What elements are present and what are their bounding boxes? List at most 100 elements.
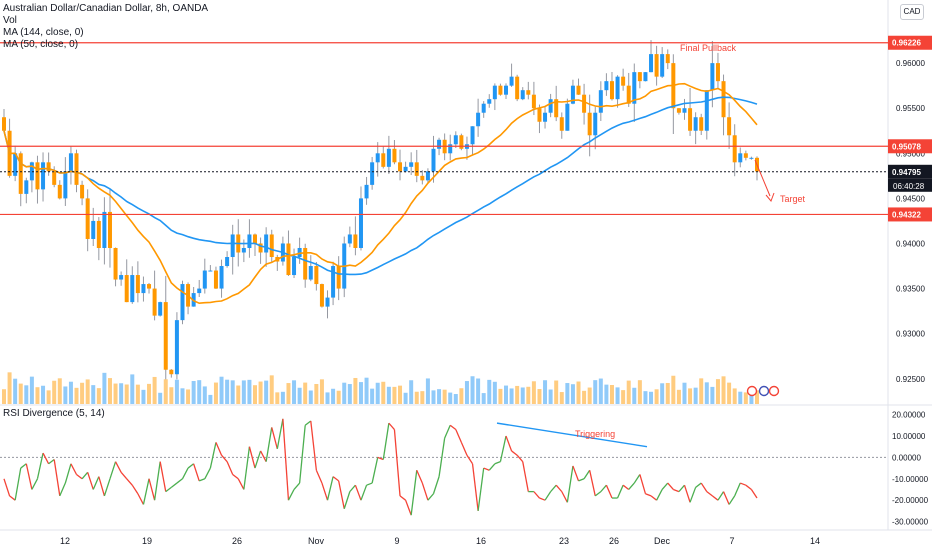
volume-bar [191,381,196,404]
candle-body [637,72,642,82]
rsi-segment [221,454,228,463]
candle-body [721,81,726,118]
rsi-segment [572,465,580,482]
volume-bar [113,383,118,404]
rsi-segment [215,442,223,456]
rsi-segment [494,461,501,465]
volume-bar [286,383,291,404]
rsi-segment [516,454,524,463]
volume-bar [520,387,525,404]
rsi-segment [488,463,496,471]
candle-body [576,85,581,95]
candle-body [353,234,358,248]
rsi-segment [678,484,685,493]
rsi-segment [377,456,384,461]
rsi-segment [622,484,630,490]
candle-body [331,266,336,298]
candle-body [414,162,419,176]
candle-body [24,180,29,194]
candle-body [409,162,414,167]
candle-body [135,275,140,294]
rsi-segment [388,422,395,430]
ma50-line [3,82,758,305]
rsi-segment [187,463,195,469]
rsi-segment [633,474,641,484]
candle-body [258,243,263,253]
rsi-segment [276,418,284,449]
rsi-segment [293,482,301,490]
volume-bar [180,388,185,404]
event-flag-icon [758,385,770,397]
rsi-segment [432,476,440,494]
rsi-segment [683,484,691,503]
volume-bar [598,378,603,404]
candle-body [643,72,648,82]
rsi-segment [511,450,518,456]
rsi-segment [338,480,345,509]
currency-badge[interactable]: CAD [900,4,924,20]
rsi-segment [137,493,145,505]
volume-bar [102,372,107,404]
rsi-segment [477,467,485,511]
candle-body [35,162,40,190]
rsi-segment [471,463,479,511]
candle-body [253,234,257,244]
candle-body [202,270,207,289]
rsi-segment [616,484,624,499]
divergence-line [496,422,648,448]
candle-body [219,266,224,289]
rsi-tick-label: 0.00000 [892,453,921,462]
candle-body [615,76,620,100]
candle-body [197,288,202,294]
volume-bar [236,385,241,404]
rsi-segment [332,476,340,482]
rsi-segment [444,425,451,439]
volume-bar [543,380,548,404]
level-price-label: 0.94322 [892,210,921,219]
volume-bar [336,390,341,404]
rsi-segment [410,470,418,516]
rsi-segment [248,446,256,469]
rsi-segment [566,465,574,503]
volume-bar [41,385,46,404]
rsi-segment [745,484,752,490]
volume-bar [492,381,497,404]
candle-body [247,234,252,248]
volume-bar [280,391,285,404]
rsi-segment [165,486,172,493]
time-tick-label: 26 [232,536,242,546]
candle-body [213,270,218,289]
price-tick-label: 0.94500 [896,194,925,203]
candle-body [174,320,179,375]
volume-bar [253,385,257,404]
candle-body [453,135,458,145]
volume-bar [609,385,614,404]
volume-bar [453,394,458,404]
volume-bar [80,382,85,404]
rsi-segment [25,463,33,490]
rsi-segment [209,442,217,469]
rsi-segment [717,491,725,501]
volume-bar [504,385,508,404]
volume-bar [626,380,631,404]
volume-bar [219,376,224,404]
volume-bar [409,380,414,404]
price-tick-label: 0.96000 [896,59,925,68]
rsi-segment [53,459,61,496]
volume-bar [727,382,732,404]
rsi-segment [533,491,540,499]
rsi-tick-label: -30.00000 [892,518,929,527]
rsi-segment [87,472,94,490]
candle-body [676,108,681,113]
volume-bar [319,379,324,404]
volume-bar [487,379,492,404]
rsi-segment [321,482,329,501]
candle-body [476,112,481,127]
candle-body [509,76,514,86]
volume-bar [403,392,408,404]
volume-bar [241,380,246,404]
event-flag-icon [746,385,758,397]
rsi-segment [260,450,267,462]
candle-body [587,112,592,136]
rsi-segment [48,458,55,465]
